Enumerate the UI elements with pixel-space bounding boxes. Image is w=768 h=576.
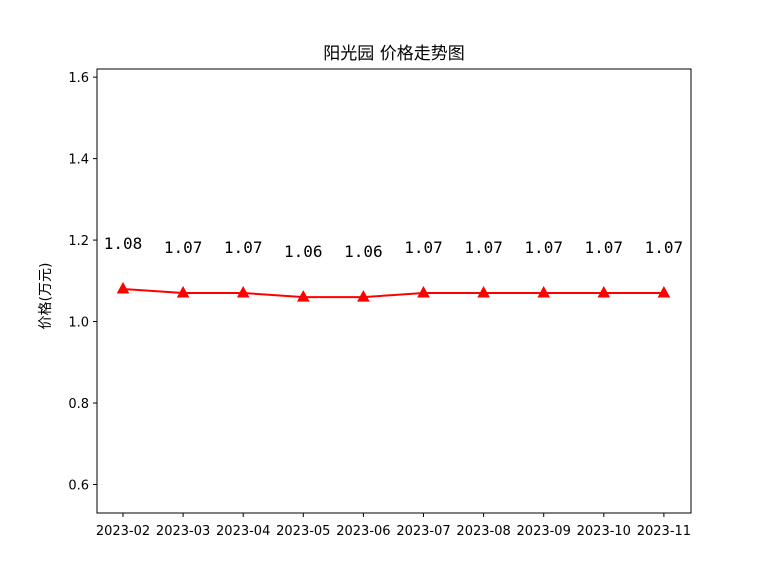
series-layer: [116, 281, 671, 302]
data-value-label: 1.07: [464, 238, 503, 257]
y-tick-label: 0.6: [68, 478, 89, 493]
data-value-label: 1.07: [524, 238, 563, 257]
data-point-marker: [176, 285, 190, 298]
data-point-marker: [296, 290, 310, 302]
data-point-marker: [357, 290, 370, 302]
series-line: [122, 288, 664, 299]
data-point-marker: [477, 285, 490, 298]
x-tick-label: 2023-10: [577, 524, 631, 539]
data-value-label: 1.06: [344, 242, 383, 261]
data-point-marker: [236, 285, 250, 298]
y-tick-label: 1.4: [68, 153, 89, 168]
y-axis-label: 价格(万元): [38, 263, 54, 330]
data-value-label: 1.08: [104, 234, 143, 253]
data-point-marker: [537, 285, 551, 298]
y-tick-label: 1.2: [68, 234, 89, 249]
data-value-label: 1.06: [284, 242, 323, 261]
data-value-label: 1.07: [404, 238, 443, 257]
chart-title: 阳光园 价格走势图: [323, 44, 464, 64]
x-tick-label: 2023-05: [276, 524, 330, 539]
x-tick-label: 2023-07: [396, 524, 450, 539]
x-tick-label: 2023-04: [216, 524, 270, 539]
x-tick-label: 2023-11: [637, 524, 691, 539]
data-point-marker: [657, 285, 671, 298]
x-tick-label: 2023-02: [96, 524, 150, 539]
data-labels: 1.08 1.07 1.07 1.06 1.06 1.07 1.07 1.07 1.07 1.07: [104, 234, 683, 261]
plot-area-frame: [96, 68, 692, 514]
y-tick-label: 1.0: [68, 316, 89, 331]
data-value-label: 1.07: [164, 238, 203, 257]
data-value-label: 1.07: [585, 238, 624, 257]
y-tick-label: 0.8: [68, 397, 89, 412]
x-tick-label: 2023-08: [456, 524, 510, 539]
x-tick-label: 2023-06: [336, 524, 390, 539]
data-point-marker: [417, 285, 430, 298]
x-tick-label: 2023-03: [156, 524, 210, 539]
data-point-marker: [597, 285, 611, 298]
y-tick-label: 1.6: [68, 71, 89, 86]
data-value-label: 1.07: [224, 238, 263, 257]
data-point-marker: [116, 281, 130, 294]
data-value-label: 1.07: [645, 238, 684, 257]
x-axis-ticks: 2023-02 2023-03 2023-04 2023-05 2023-06 2023-…: [96, 513, 691, 539]
y-axis-ticks: 0.6 0.8 1.0 1.2 1.4 1.6: [68, 71, 97, 493]
x-tick-label: 2023-09: [517, 524, 571, 539]
